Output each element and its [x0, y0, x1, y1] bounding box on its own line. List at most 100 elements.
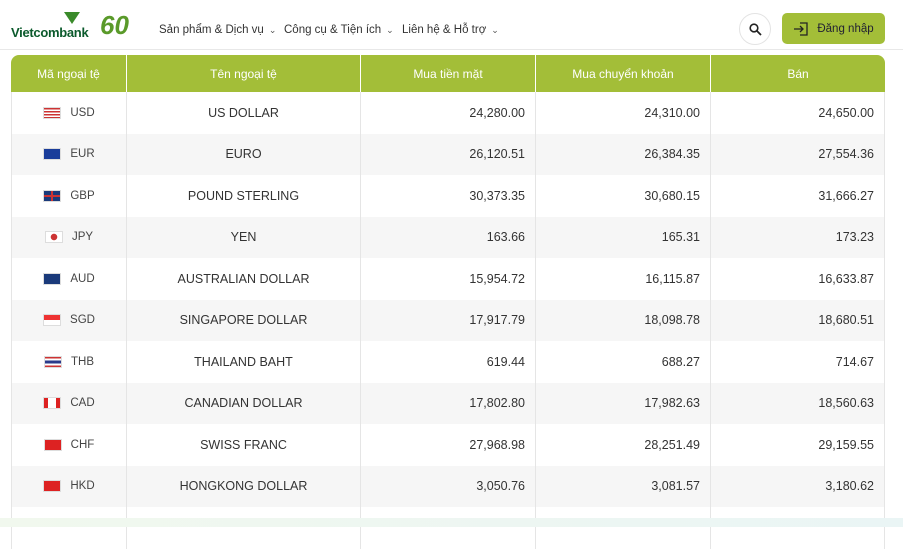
sell-rate: 24,650.00 — [711, 92, 885, 134]
nav-label: Liên hệ & Hỗ trợ — [402, 24, 487, 36]
brand-name: Vietcombank — [11, 25, 89, 40]
table-row: CAD CANADIAN DOLLAR 17,802.80 17,982.63 … — [11, 382, 885, 424]
col-cash-buy: Mua tiền mặt — [361, 55, 536, 92]
sell-rate: 173.23 — [711, 216, 885, 258]
cash-buy-rate: 30,373.35 — [361, 175, 536, 217]
sell-rate: 16,633.87 — [711, 258, 885, 300]
flag-us-icon — [43, 106, 62, 119]
flag-gb-icon — [43, 189, 62, 202]
table-row: AUD AUSTRALIAN DOLLAR 15,954.72 16,115.8… — [11, 258, 885, 300]
cash-buy-rate: 3,050.76 — [361, 465, 536, 507]
currency-code-cell: SGD — [11, 299, 127, 341]
currency-name: SINGAPORE DOLLAR — [127, 299, 361, 341]
flag-th-icon — [44, 355, 62, 368]
col-sell: Bán — [711, 55, 885, 92]
currency-code-cell: CAD — [11, 382, 127, 424]
vietcombank-logo[interactable]: Vietcombank — [11, 12, 91, 42]
cash-buy-rate: 26,120.51 — [361, 133, 536, 175]
search-button[interactable] — [739, 13, 771, 45]
transfer-buy-rate: 30,680.15 — [536, 175, 711, 217]
currency-name: AUSTRALIAN DOLLAR — [127, 258, 361, 300]
currency-code: GBP — [70, 189, 95, 202]
site-header: Vietcombank 60 Sản phẩm & Dịch vụ ⌄ Công … — [0, 0, 903, 50]
chevron-down-icon: ⌄ — [491, 25, 499, 35]
cash-buy-rate: 27,968.98 — [361, 424, 536, 466]
anniversary-logo: 60 — [100, 10, 129, 40]
currency-code-cell: EUR — [11, 133, 127, 175]
cash-buy-rate: 24,280.00 — [361, 92, 536, 134]
table-row: THB THAILAND BAHT 619.44 688.27 714.67 — [11, 341, 885, 383]
chevron-down-icon: ⌄ — [386, 25, 394, 35]
transfer-buy-rate: 24,310.00 — [536, 92, 711, 134]
currency-code: CHF — [70, 438, 95, 451]
nav-products[interactable]: Sản phẩm & Dịch vụ ⌄ — [159, 24, 276, 36]
sell-rate: 18,680.51 — [711, 299, 885, 341]
cash-buy-rate: 17,917.79 — [361, 299, 536, 341]
nav-label: Sản phẩm & Dịch vụ — [159, 24, 264, 36]
flag-jp-icon — [44, 231, 63, 244]
transfer-buy-rate: 26,384.35 — [536, 133, 711, 175]
currency-code-cell: HKD — [11, 465, 127, 507]
currency-code: EUR — [70, 148, 95, 161]
search-icon — [748, 22, 762, 36]
nav-tools[interactable]: Công cụ & Tiện ích ⌄ — [284, 24, 394, 36]
currency-code-cell: USD — [11, 92, 127, 134]
table-row: EUR EURO 26,120.51 26,384.35 27,554.36 — [11, 133, 885, 175]
flag-ch-icon — [43, 438, 62, 451]
flag-eu-icon — [43, 148, 62, 161]
sell-rate: 29,159.55 — [711, 424, 885, 466]
nav-contact[interactable]: Liên hệ & Hỗ trợ ⌄ — [402, 24, 499, 36]
table-header: Mã ngoại tệ Tên ngoại tệ Mua tiền mặt Mu… — [11, 55, 885, 92]
flag-hk-icon — [43, 480, 62, 493]
sell-rate: 27,554.36 — [711, 133, 885, 175]
col-code: Mã ngoại tệ — [11, 55, 127, 92]
flag-ca-icon — [43, 397, 62, 410]
sell-rate: 31,666.27 — [711, 175, 885, 217]
table-row: USD US DOLLAR 24,280.00 24,310.00 24,650… — [11, 92, 885, 134]
transfer-buy-rate: 688.27 — [536, 341, 711, 383]
login-icon — [794, 21, 809, 36]
login-button[interactable]: Đăng nhập — [782, 13, 885, 44]
transfer-buy-rate: 3,081.57 — [536, 465, 711, 507]
currency-name: POUND STERLING — [127, 175, 361, 217]
exchange-rate-table: Mã ngoại tệ Tên ngoại tệ Mua tiền mặt Mu… — [11, 55, 885, 549]
currency-code: THB — [71, 355, 94, 368]
currency-code-cell: GBP — [11, 175, 127, 217]
sell-rate: 3,180.62 — [711, 465, 885, 507]
table-row: CHF SWISS FRANC 27,968.98 28,251.49 29,1… — [11, 424, 885, 466]
nav-label: Công cụ & Tiện ích — [284, 24, 382, 36]
currency-name: SWISS FRANC — [127, 424, 361, 466]
currency-code-cell: THB — [11, 341, 127, 383]
transfer-buy-rate: 18,098.78 — [536, 299, 711, 341]
transfer-buy-rate: 16,115.87 — [536, 258, 711, 300]
table-row: HKD HONGKONG DOLLAR 3,050.76 3,081.57 3,… — [11, 465, 885, 507]
transfer-buy-rate: 17,982.63 — [536, 382, 711, 424]
cash-buy-rate: 15,954.72 — [361, 258, 536, 300]
cash-buy-rate: 163.66 — [361, 216, 536, 258]
currency-code: AUD — [70, 272, 95, 285]
flag-au-icon — [43, 272, 62, 285]
currency-code: JPY — [71, 231, 94, 244]
table-row: JPY YEN 163.66 165.31 173.23 — [11, 216, 885, 258]
bottom-bar — [0, 518, 903, 527]
col-name: Tên ngoại tệ — [127, 55, 361, 92]
sell-rate: 714.67 — [711, 341, 885, 383]
col-transfer-buy: Mua chuyển khoản — [536, 55, 711, 92]
currency-code-cell: CHF — [11, 424, 127, 466]
sell-rate: 18,560.63 — [711, 382, 885, 424]
table-row: GBP POUND STERLING 30,373.35 30,680.15 3… — [11, 175, 885, 217]
transfer-buy-rate: 165.31 — [536, 216, 711, 258]
currency-name: THAILAND BAHT — [127, 341, 361, 383]
currency-code: HKD — [70, 480, 95, 493]
cash-buy-rate: 619.44 — [361, 341, 536, 383]
login-label: Đăng nhập — [817, 22, 874, 35]
transfer-buy-rate: 28,251.49 — [536, 424, 711, 466]
currency-name: HONGKONG DOLLAR — [127, 465, 361, 507]
currency-code-cell: JPY — [11, 216, 127, 258]
currency-name: YEN — [127, 216, 361, 258]
logo-mark-icon — [64, 12, 80, 24]
table-row: SGD SINGAPORE DOLLAR 17,917.79 18,098.78… — [11, 299, 885, 341]
chevron-down-icon: ⌄ — [268, 25, 277, 35]
flag-sg-icon — [43, 314, 62, 327]
currency-code: USD — [70, 106, 95, 119]
